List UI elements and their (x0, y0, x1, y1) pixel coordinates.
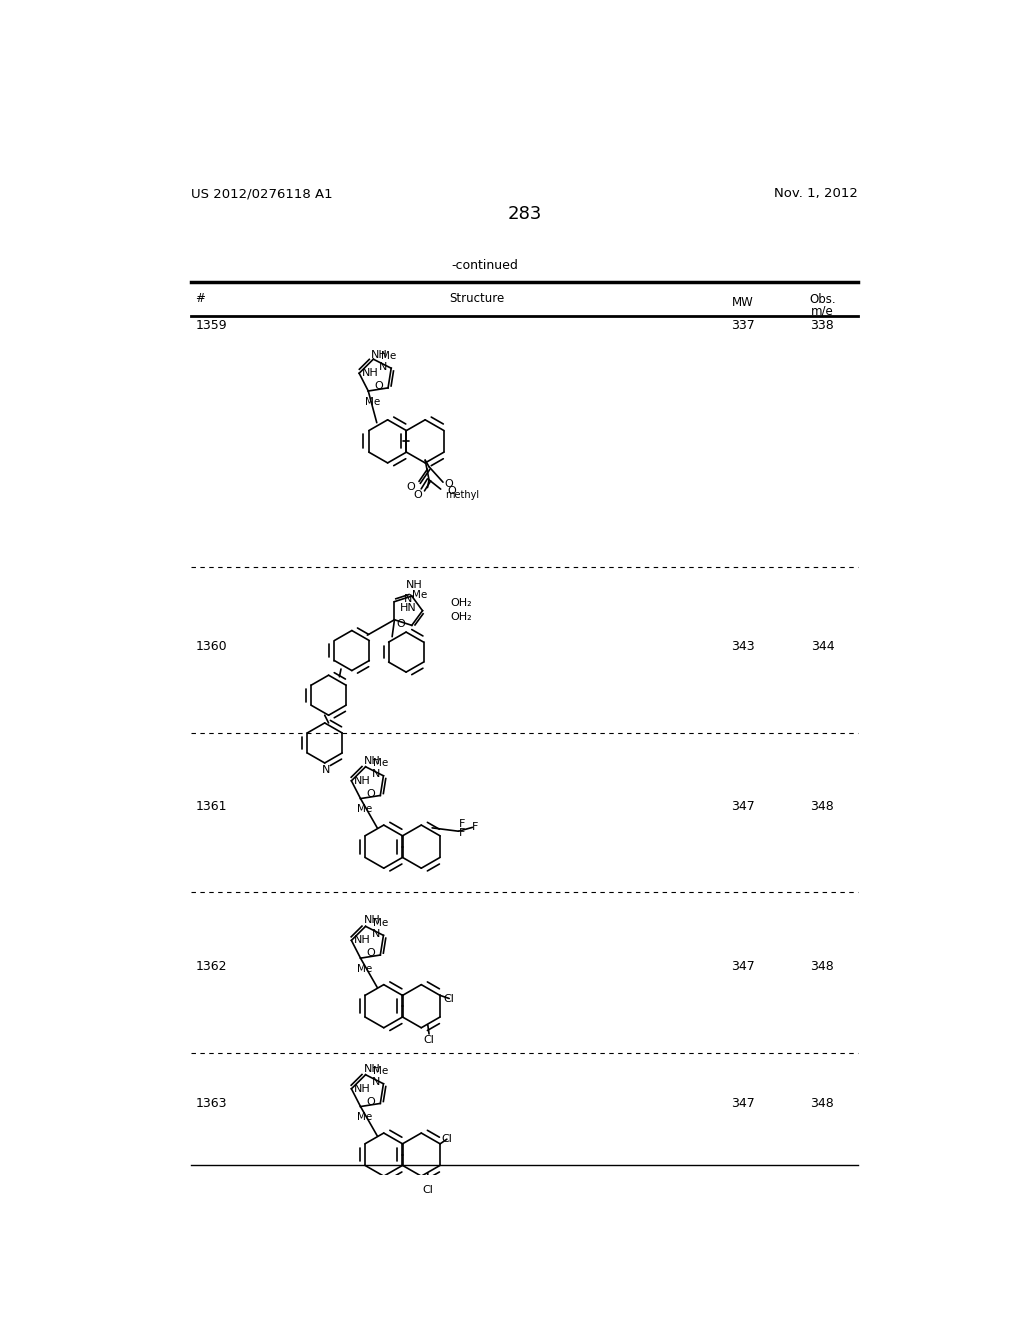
Text: O: O (367, 1097, 376, 1107)
Text: O: O (444, 479, 454, 490)
Text: 338: 338 (811, 318, 835, 331)
Text: Structure: Structure (450, 292, 505, 305)
Text: NH: NH (364, 915, 380, 925)
Text: m/e: m/e (811, 305, 834, 318)
Text: 1362: 1362 (196, 960, 227, 973)
Text: 347: 347 (731, 1097, 755, 1110)
Text: 1359: 1359 (196, 318, 227, 331)
Text: NH: NH (364, 755, 380, 766)
Text: NH: NH (371, 350, 388, 359)
Text: Me: Me (374, 759, 389, 768)
Text: NH: NH (354, 776, 371, 785)
Text: Me: Me (365, 397, 380, 407)
Text: N: N (379, 362, 388, 372)
Text: Me: Me (356, 804, 372, 814)
Text: 348: 348 (811, 800, 835, 813)
Text: 1363: 1363 (196, 1097, 227, 1110)
Text: #: # (196, 292, 206, 305)
Text: N: N (372, 929, 380, 939)
Text: 344: 344 (811, 640, 835, 653)
Text: O: O (407, 482, 416, 492)
Text: NH: NH (364, 1064, 380, 1073)
Text: O: O (396, 619, 406, 628)
Text: N: N (323, 764, 331, 775)
Text: O: O (375, 381, 383, 391)
Text: 283: 283 (508, 206, 542, 223)
Text: Cl: Cl (441, 1134, 453, 1144)
Text: HN: HN (400, 603, 417, 614)
Text: OH₂: OH₂ (451, 612, 472, 622)
Text: Me: Me (374, 1067, 389, 1076)
Text: Obs.: Obs. (809, 293, 836, 305)
Text: Cl: Cl (422, 1185, 433, 1195)
Text: MW: MW (732, 296, 754, 309)
Text: O: O (414, 490, 423, 500)
Text: O: O (367, 949, 376, 958)
Text: O: O (367, 789, 376, 799)
Text: N: N (404, 594, 413, 603)
Text: N: N (372, 770, 380, 779)
Text: 1360: 1360 (196, 640, 227, 653)
Text: NH: NH (354, 936, 371, 945)
Text: -continued: -continued (452, 259, 518, 272)
Text: Cl: Cl (443, 994, 455, 1003)
Text: US 2012/0276118 A1: US 2012/0276118 A1 (191, 187, 333, 201)
Text: Me: Me (356, 1113, 372, 1122)
Text: O: O (447, 486, 456, 496)
Text: F: F (459, 818, 465, 829)
Text: F: F (459, 828, 465, 838)
Text: NH: NH (354, 1084, 371, 1094)
Text: Me: Me (412, 590, 427, 601)
Text: 343: 343 (731, 640, 755, 653)
Text: methyl: methyl (445, 490, 479, 500)
Text: Me: Me (374, 917, 389, 928)
Text: 347: 347 (731, 960, 755, 973)
Text: OH₂: OH₂ (451, 598, 472, 609)
Text: NH: NH (361, 368, 379, 379)
Text: N: N (372, 1077, 380, 1088)
Text: 348: 348 (811, 960, 835, 973)
Text: F: F (472, 822, 479, 833)
Text: 1361: 1361 (196, 800, 227, 813)
Text: Me: Me (356, 964, 372, 974)
Text: 348: 348 (811, 1097, 835, 1110)
Text: Me: Me (381, 351, 396, 360)
Text: Nov. 1, 2012: Nov. 1, 2012 (774, 187, 858, 201)
Text: 337: 337 (731, 318, 755, 331)
Text: NH: NH (406, 581, 423, 590)
Text: 347: 347 (731, 800, 755, 813)
Text: Cl: Cl (424, 1035, 434, 1045)
